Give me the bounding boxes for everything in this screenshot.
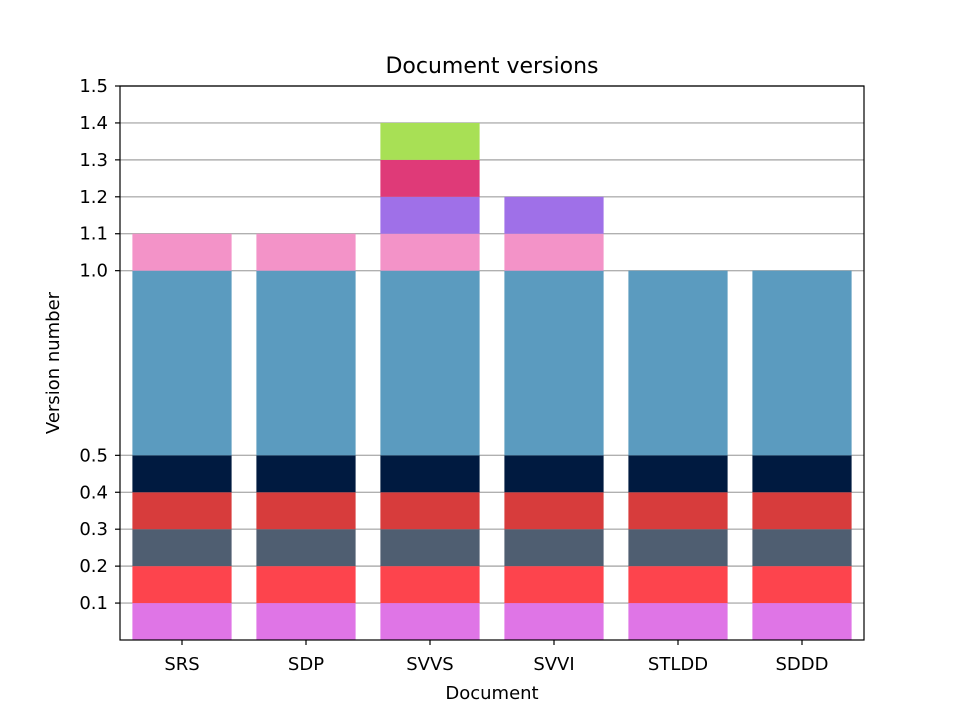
x-tick-label: SVVI: [533, 654, 574, 675]
bar-segment: [256, 455, 356, 493]
bar-segment: [628, 603, 728, 640]
bar-segment: [132, 529, 232, 567]
y-tick-label: 0.4: [79, 482, 108, 503]
bar-segment: [256, 603, 356, 640]
y-tick-label: 1.1: [79, 224, 108, 245]
bar-segment: [752, 603, 852, 640]
bar-segment: [504, 492, 604, 530]
x-tick-label: SDP: [288, 654, 324, 675]
plot-frame: [119, 85, 865, 641]
y-tick-label: 1.4: [79, 113, 108, 134]
bar-segment: [380, 455, 480, 493]
bar-stldd: [628, 270, 728, 640]
y-tick-label: 0.1: [79, 593, 108, 614]
bar-segment: [132, 603, 232, 640]
y-tick-label: 0.2: [79, 556, 108, 577]
y-tick-label: 1.0: [79, 261, 108, 282]
y-axis-label: Version number: [43, 291, 64, 434]
y-tick-label: 1.5: [79, 76, 108, 97]
bar-segment: [628, 270, 728, 456]
bar-segment: [132, 270, 232, 456]
bar-segment: [504, 603, 604, 640]
bar-segment: [504, 529, 604, 567]
bar-segment: [752, 492, 852, 530]
x-axis-label: Document: [445, 683, 538, 704]
bar-segment: [380, 159, 480, 197]
chart-title: Document versions: [385, 54, 598, 79]
bar-segment: [380, 603, 480, 640]
bar-segment: [752, 566, 852, 604]
bar-srs: [132, 233, 232, 640]
bar-segment: [380, 529, 480, 567]
bar-segment: [380, 566, 480, 604]
y-axis-ticks: 0.1 0.2 0.3 0.4 0.5 1.0 1.1 1.2 1.3 1.4 1.5: [79, 76, 120, 614]
bar-segment: [256, 233, 356, 271]
bar-segment: [752, 455, 852, 493]
bar-segment: [256, 492, 356, 530]
bar-sdp: [256, 233, 356, 640]
y-tick-label: 0.3: [79, 519, 108, 540]
bar-segment: [132, 566, 232, 604]
bar-segment: [256, 529, 356, 567]
bar-segment: [132, 233, 232, 271]
x-tick-label: SRS: [164, 654, 199, 675]
x-tick-label: STLDD: [648, 654, 708, 675]
bar-segment: [504, 270, 604, 456]
y-tick-label: 0.5: [79, 445, 108, 466]
bar-svvi: [504, 196, 604, 640]
bar-segment: [752, 529, 852, 567]
bar-segment: [380, 270, 480, 456]
y-tick-label: 1.2: [79, 187, 108, 208]
bar-sddd: [752, 270, 852, 640]
bar-segment: [380, 492, 480, 530]
bar-segment: [628, 492, 728, 530]
bar-segment: [132, 455, 232, 493]
bar-segment: [504, 233, 604, 271]
bar-segment: [628, 529, 728, 567]
bar-segment: [380, 196, 480, 234]
bar-segment: [628, 566, 728, 604]
bar-segment: [504, 455, 604, 493]
bar-segment: [380, 233, 480, 271]
x-tick-label: SDDD: [775, 654, 828, 675]
x-axis-ticks: SRS SDP SVVS SVVI STLDD SDDD: [164, 640, 829, 675]
bar-segment: [132, 492, 232, 530]
bar-segment: [504, 196, 604, 234]
bar-segment: [256, 566, 356, 604]
y-tick-label: 1.3: [79, 150, 108, 171]
bar-segment: [504, 566, 604, 604]
bar-segment: [628, 455, 728, 493]
bar-segment: [752, 270, 852, 456]
bars: [132, 122, 852, 640]
bar-svvs: [380, 122, 480, 640]
bar-segment: [380, 122, 480, 160]
x-tick-label: SVVS: [406, 654, 453, 675]
bar-segment: [256, 270, 356, 456]
